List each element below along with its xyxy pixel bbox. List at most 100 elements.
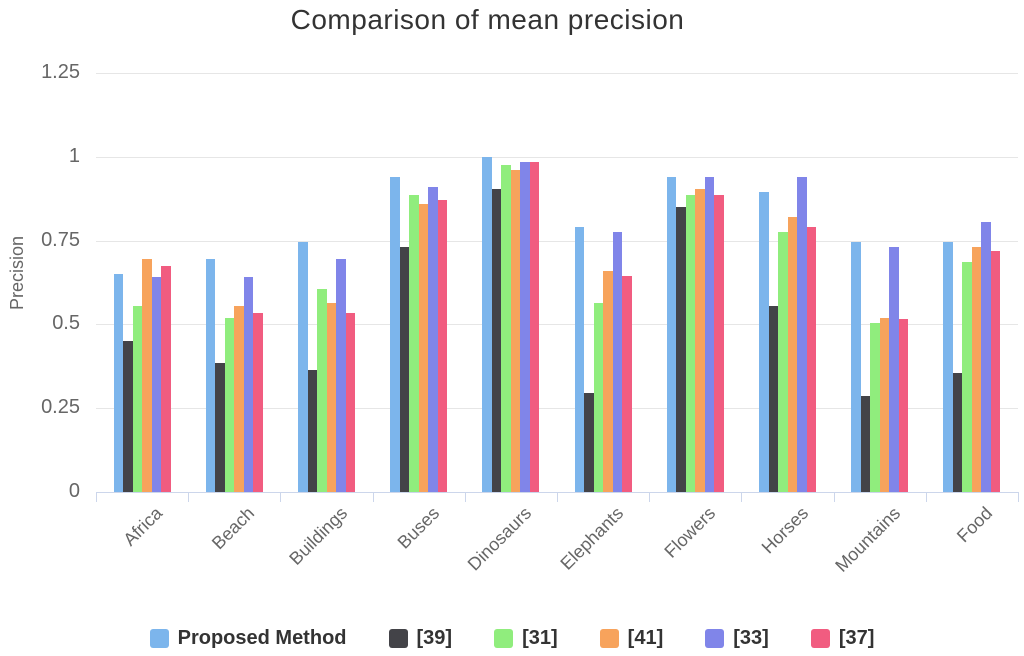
x-axis-tick [96,492,97,502]
bar-39-dinosaurs[interactable] [491,188,502,492]
gridline [96,156,1018,158]
y-axis-tick-label: 0.5 [52,312,80,335]
y-axis-tick-label: 1.25 [41,61,80,83]
bar-33-beach[interactable] [243,277,254,492]
y-axis-tick-label: 1 [68,144,80,167]
bar-41-buses[interactable] [418,203,429,492]
bar-33-buses[interactable] [428,186,438,492]
bar-39-buildings[interactable] [307,369,317,492]
legend: Proposed Method [39] [31] [41] [33] [37] [0,627,1024,650]
bar-41-mountains[interactable] [879,317,890,492]
bar-41-elephants[interactable] [603,270,613,492]
bar-33-flowers[interactable] [704,176,715,492]
bar-proposed-method-buildings[interactable] [298,242,308,492]
x-axis-tick [649,492,651,502]
bar-33-dinosaurs[interactable] [520,161,530,492]
bar-41-buildings[interactable] [326,302,336,492]
legend-swatch [705,629,725,648]
bar-37-beach[interactable] [253,312,263,492]
bar-31-mountains[interactable] [870,322,880,492]
bar-31-elephants[interactable] [593,302,604,492]
bar-31-africa[interactable] [132,305,143,492]
bar-37-elephants[interactable] [622,275,632,492]
x-axis-tick [372,492,374,502]
bar-41-flowers[interactable] [695,188,705,492]
bar-41-africa[interactable] [142,259,152,492]
bar-proposed-method-dinosaurs[interactable] [482,156,492,492]
bar-37-africa[interactable] [161,265,171,492]
y-axis-tick-label: 0.25 [41,396,80,419]
bar-39-elephants[interactable] [584,393,594,492]
legend-swatch [388,629,408,648]
bar-39-beach[interactable] [215,362,225,492]
x-axis-tick [280,492,282,502]
bar-33-elephants[interactable] [612,232,623,492]
x-axis-tick [557,492,558,502]
bar-proposed-method-africa[interactable] [113,274,124,492]
bar-proposed-method-horses[interactable] [759,192,769,492]
bar-37-buses[interactable] [437,200,448,492]
bar-proposed-method-elephants[interactable] [574,227,585,492]
x-axis-tick [1018,492,1019,502]
bar-proposed-method-food[interactable] [943,242,953,492]
legend-label: Proposed Method [177,627,347,649]
bar-41-horses[interactable] [787,217,797,492]
bar-37-horses[interactable] [806,227,816,492]
gridline [96,408,1018,410]
bar-33-horses[interactable] [797,176,807,492]
bar-proposed-method-mountains[interactable] [851,242,861,492]
legend-label: [31] [522,627,558,649]
bar-31-beach[interactable] [224,317,235,492]
bar-31-buildings[interactable] [317,289,327,492]
bar-33-africa[interactable] [151,277,162,492]
bar-31-dinosaurs[interactable] [501,165,511,492]
bar-41-beach[interactable] [234,305,244,492]
bar-33-mountains[interactable] [889,247,899,492]
x-axis-tick [833,492,835,502]
gridline [96,73,1018,74]
legend-label: [33] [733,627,769,649]
bar-31-flowers[interactable] [685,195,696,492]
legend-item-proposed-method[interactable]: Proposed Method [149,627,347,650]
bar-37-food[interactable] [990,250,1001,492]
bar-41-food[interactable] [971,247,982,492]
bar-39-food[interactable] [952,373,963,492]
legend-item-39[interactable]: [39] [388,627,453,650]
legend-swatch [599,629,619,648]
chart-title: Comparison of mean precision [290,4,685,35]
bar-proposed-method-buses[interactable] [390,176,400,492]
y-axis-tick-label: 0.75 [41,228,80,251]
bar-37-dinosaurs[interactable] [529,161,540,492]
x-axis-tick [464,492,466,502]
bar-39-africa[interactable] [123,341,133,492]
bar-39-buses[interactable] [399,247,410,492]
legend-item-41[interactable]: [41] [599,627,664,650]
gridline [96,240,1018,242]
y-axis-tick-label: 0 [68,480,80,502]
bar-31-food[interactable] [962,262,972,492]
legend-item-37[interactable]: [37] [810,627,875,650]
bar-39-flowers[interactable] [676,207,686,492]
bar-37-flowers[interactable] [714,195,724,492]
bar-41-dinosaurs[interactable] [510,170,521,492]
x-axis-tick [188,492,190,502]
legend-label: [37] [838,627,875,649]
x-axis-tick [925,492,927,502]
bar-31-buses[interactable] [409,195,419,492]
legend-item-31[interactable]: [31] [494,627,558,650]
bar-33-food[interactable] [981,222,991,492]
gridline [96,324,1018,326]
bar-proposed-method-beach[interactable] [205,259,216,492]
bar-39-horses[interactable] [768,305,778,492]
legend-item-33[interactable]: [33] [705,627,769,650]
legend-label: [39] [416,627,453,649]
legend-label: [41] [627,627,664,649]
bar-37-buildings[interactable] [345,312,355,492]
bar-37-mountains[interactable] [898,319,909,492]
bar-proposed-method-flowers[interactable] [666,176,677,492]
bar-33-buildings[interactable] [336,259,346,492]
bar-31-horses[interactable] [778,232,788,492]
legend-swatch [810,629,830,648]
bar-39-mountains[interactable] [860,396,871,492]
